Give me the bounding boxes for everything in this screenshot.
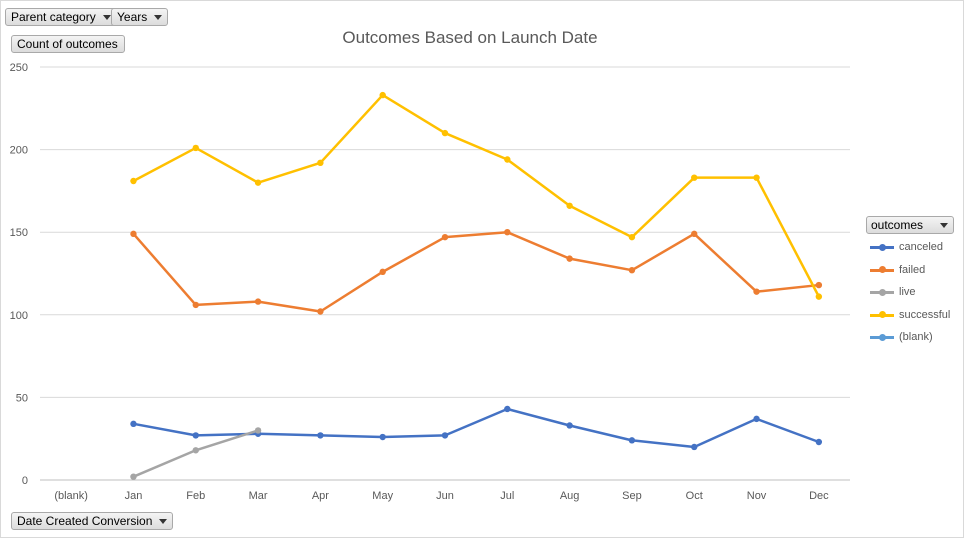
data-point-canceled (441, 432, 449, 439)
data-point-canceled (379, 433, 386, 441)
x-tick-label: May (372, 490, 393, 502)
x-tick-label: Feb (186, 490, 205, 502)
data-point-failed (628, 266, 636, 274)
data-point-successful (317, 159, 324, 167)
legend-marker (879, 333, 886, 341)
x-tick-label: Jul (500, 490, 514, 502)
legend-label: failed (899, 263, 926, 276)
legend-item: (blank) (866, 326, 964, 349)
dropdown-arrow-icon (154, 15, 163, 20)
years-filter-button[interactable]: Years (111, 8, 169, 26)
data-point-successful (753, 174, 760, 181)
data-point-successful (441, 129, 449, 137)
legend-label: live (899, 286, 916, 298)
legend-item: successful (866, 304, 964, 327)
legend-marker (879, 311, 886, 318)
data-point-successful (628, 233, 636, 241)
count-of-outcomes-label: Count of outcomes (17, 37, 118, 51)
data-point-successful (691, 174, 698, 181)
data-point-canceled (317, 432, 324, 439)
legend-swatch (870, 266, 894, 273)
data-point-canceled (628, 437, 636, 444)
series-line-failed (132, 230, 819, 313)
legend-swatch (870, 288, 894, 296)
legend-item: failed (866, 259, 964, 282)
x-tick-label: Apr (312, 490, 329, 502)
data-point-canceled (753, 415, 760, 423)
data-point-failed (753, 288, 760, 295)
x-tick-label: Oct (686, 490, 703, 502)
data-point-failed (441, 233, 449, 241)
data-point-live (130, 473, 137, 480)
data-point-successful (566, 202, 573, 209)
data-point-canceled (691, 443, 698, 451)
legend-title: outcomes (871, 218, 924, 232)
legend-label: canceled (899, 241, 944, 253)
data-point-canceled (815, 438, 823, 446)
count-of-outcomes-value-button[interactable]: Count of outcomes (11, 35, 125, 53)
data-point-successful (192, 144, 199, 152)
data-point-canceled (130, 420, 137, 428)
x-tick-label: Jun (436, 490, 454, 502)
outcomes-legend-filter-button[interactable]: outcomes (866, 216, 954, 234)
x-tick-label: Mar (249, 490, 268, 502)
data-point-canceled (192, 432, 199, 439)
dropdown-arrow-icon (102, 15, 111, 20)
x-tick-label: Jan (125, 490, 143, 502)
data-point-successful (130, 177, 137, 185)
data-point-failed (192, 301, 199, 309)
x-tick-label: (blank) (54, 490, 88, 502)
data-point-successful (379, 91, 386, 99)
data-point-failed (317, 308, 324, 315)
x-tick-label: Aug (560, 490, 580, 502)
data-point-failed (504, 229, 511, 236)
y-tick-label: 150 (10, 227, 28, 239)
legend-marker (879, 288, 886, 296)
legend-label: successful (899, 308, 951, 321)
dropdown-arrow-icon (940, 223, 948, 228)
series-line-canceled (133, 407, 820, 449)
legend-swatch (870, 243, 894, 251)
parent-category-label: Parent category (11, 10, 96, 24)
y-tick-label: 200 (10, 145, 28, 157)
series-line-successful (132, 93, 820, 298)
x-tick-label: Dec (809, 490, 829, 502)
data-point-failed (254, 298, 262, 305)
data-point-successful (815, 293, 823, 300)
y-tick-label: 0 (22, 475, 28, 487)
data-point-successful (504, 156, 511, 163)
x-tick-label: Nov (747, 490, 767, 502)
data-point-live (192, 447, 199, 454)
years-label: Years (117, 10, 148, 24)
legend: outcomes canceled failed live successful (bl… (866, 216, 964, 349)
y-tick-label: 100 (10, 310, 28, 322)
y-tick-label: 50 (16, 392, 28, 404)
y-tick-label: 250 (10, 62, 28, 74)
chart-title: Outcomes Based on Launch Date (342, 28, 597, 47)
legend-marker (879, 243, 886, 251)
data-point-failed (815, 281, 823, 289)
parent-category-filter-button[interactable]: Parent category (5, 8, 117, 26)
legend-label: (blank) (899, 331, 933, 343)
data-point-failed (379, 268, 386, 276)
legend-item: live (866, 281, 964, 304)
legend-swatch (870, 333, 894, 341)
data-point-successful (254, 179, 262, 186)
dropdown-arrow-icon (159, 519, 168, 524)
date-created-conversion-axis-button[interactable]: Date Created Conversion (11, 512, 174, 530)
data-point-canceled (566, 422, 573, 429)
legend-swatch (870, 311, 894, 318)
date-created-conversion-label: Date Created Conversion (17, 514, 153, 528)
x-tick-label: Sep (622, 490, 642, 502)
legend-item: canceled (866, 236, 964, 259)
legend-marker (879, 266, 886, 273)
data-point-failed (130, 230, 137, 238)
data-point-failed (691, 230, 698, 238)
data-point-live (254, 427, 262, 434)
data-point-failed (566, 255, 573, 262)
data-point-canceled (504, 405, 511, 413)
